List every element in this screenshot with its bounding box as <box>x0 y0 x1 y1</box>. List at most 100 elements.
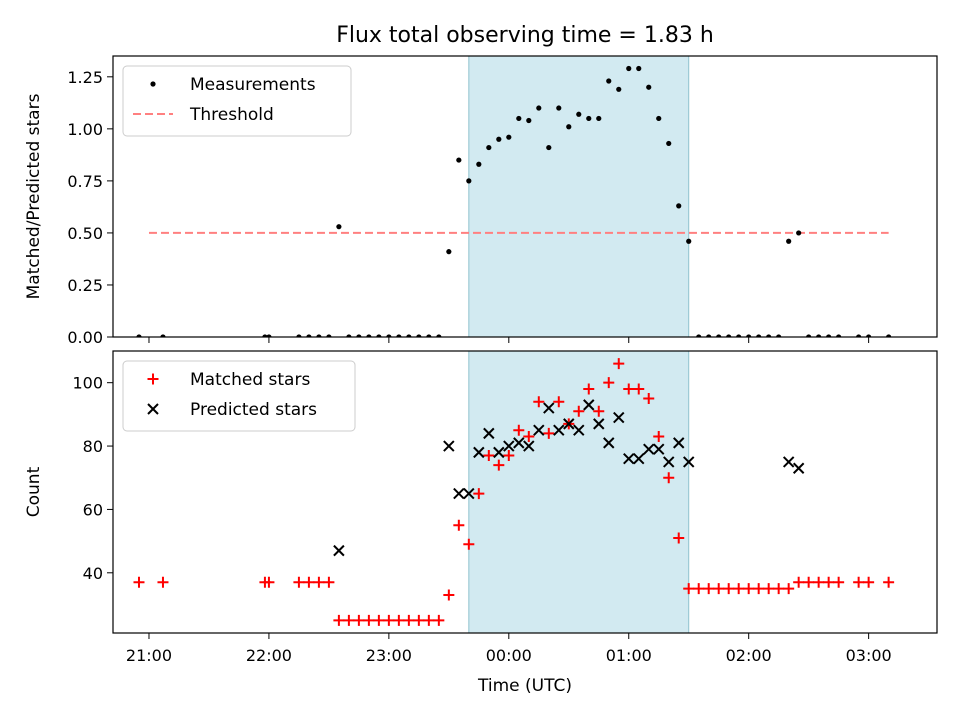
measurement-point <box>646 84 652 90</box>
matched-point <box>333 614 345 626</box>
predicted-point <box>613 411 625 424</box>
measurement-point <box>576 111 582 117</box>
matched-point <box>663 472 675 484</box>
predicted-point <box>543 402 555 414</box>
matched-point <box>633 383 645 395</box>
measurement-point <box>676 203 682 209</box>
matched-point <box>403 614 415 626</box>
x-tick-label: 22:00 <box>246 646 292 665</box>
matched-point <box>157 576 169 588</box>
measurement-point <box>446 249 452 255</box>
legend-box <box>122 360 356 432</box>
shaded-interval <box>468 350 690 634</box>
predicted-point <box>483 427 495 440</box>
predicted-point <box>563 418 575 430</box>
y-tick-label: 0.50 <box>67 224 103 243</box>
matched-point <box>823 576 835 588</box>
matched-point <box>683 583 695 595</box>
matched-point <box>673 532 685 544</box>
predicted-point <box>533 424 545 436</box>
measurement-point <box>796 230 802 236</box>
matched-point <box>343 614 355 626</box>
matched-point <box>493 459 505 471</box>
matched-point <box>393 614 405 626</box>
measurement-point <box>636 65 642 72</box>
measurement-point <box>606 78 612 84</box>
matched-point <box>753 583 765 595</box>
measurement-point <box>616 86 622 92</box>
measurement-point <box>756 334 762 337</box>
legend-label: Predicted stars <box>190 400 317 420</box>
predicted-point <box>523 440 535 452</box>
measurement-point <box>506 134 512 140</box>
plot-area <box>136 65 892 337</box>
measurement-point <box>326 334 332 337</box>
measurement-point <box>496 136 502 142</box>
predicted-point <box>653 443 665 455</box>
y-tick-label: 1.00 <box>67 120 103 139</box>
measurement-point <box>346 334 352 337</box>
measurement-point <box>836 334 842 337</box>
predicted-point <box>493 446 505 459</box>
matched-point <box>593 405 605 417</box>
measurement-point <box>556 105 562 111</box>
predicted-point <box>573 424 585 436</box>
measurement-point <box>746 334 752 337</box>
matched-point <box>383 614 395 626</box>
predicted-point <box>792 462 805 474</box>
matched-point <box>463 538 475 550</box>
legend-box <box>122 65 352 137</box>
legend-label: Measurements <box>190 75 316 95</box>
predicted-point <box>553 424 565 436</box>
matched-point <box>643 393 655 405</box>
predicted-point <box>633 453 645 465</box>
matched-point <box>363 614 375 626</box>
axes-frame <box>112 55 938 338</box>
measurement-point <box>666 140 672 147</box>
x-tick-label: 02:00 <box>726 646 772 665</box>
measurement-point <box>786 238 792 244</box>
predicted-point <box>593 418 605 430</box>
measurement-point <box>566 124 572 130</box>
matched-point <box>863 576 875 588</box>
series-matched-stars <box>133 358 895 626</box>
matched-point <box>653 431 665 443</box>
measurement-point <box>406 334 412 337</box>
measurement-point <box>736 334 742 337</box>
x-tick-label: 01:00 <box>606 646 652 665</box>
measurement-point <box>486 144 492 151</box>
matched-point <box>483 450 495 462</box>
measurement-point <box>516 115 522 122</box>
matched-point <box>613 358 625 370</box>
matched-point <box>723 583 735 595</box>
matched-point <box>603 377 615 389</box>
predicted-point <box>583 399 595 411</box>
legend-label: Matched stars <box>190 370 310 390</box>
measurement-point <box>386 334 392 337</box>
measurement-point <box>726 334 732 337</box>
measurement-point <box>596 115 602 122</box>
predicted-point <box>683 456 695 468</box>
measurement-point <box>816 334 822 337</box>
matched-point <box>583 383 595 395</box>
measurement-point <box>160 334 166 337</box>
measurement-point <box>266 334 272 337</box>
matched-point <box>293 576 305 588</box>
measurement-point <box>262 334 268 337</box>
series-predicted-stars <box>333 399 805 557</box>
measurement-point <box>376 334 382 337</box>
matched-point <box>773 583 785 595</box>
matched-point <box>523 431 535 443</box>
y-axis-label: Matched/Predicted stars <box>24 93 44 299</box>
matched-point <box>503 450 515 462</box>
predicted-point <box>503 440 515 452</box>
top-panel: 0.00 0.25 0.50 0.75 1.00 1.25 Matched/Predicte… <box>24 55 938 347</box>
y-tick-label: 100 <box>72 374 103 393</box>
legend: Matched stars Predicted stars <box>122 360 356 432</box>
y-tick-label: 80 <box>83 437 103 456</box>
matched-point <box>263 576 275 588</box>
chart-title: Flux total observing time = 1.83 h <box>336 23 714 48</box>
matched-point <box>433 614 445 626</box>
matched-point <box>303 576 315 588</box>
